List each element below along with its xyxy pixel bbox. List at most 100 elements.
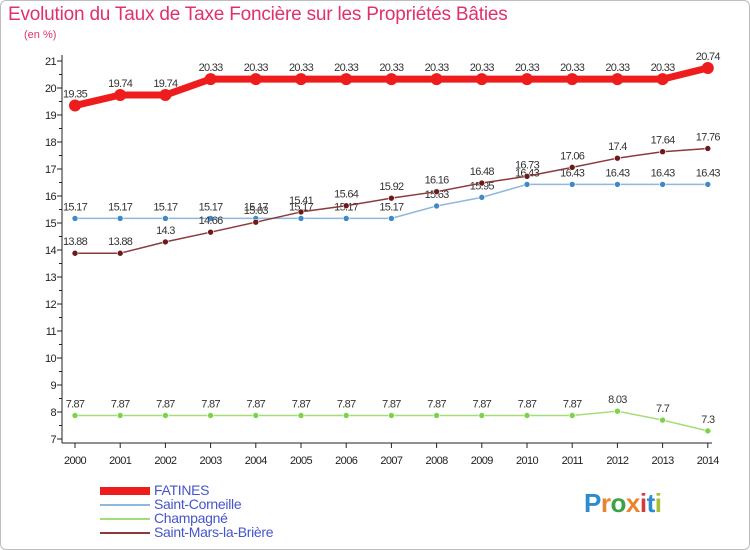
logo-letter-1: r — [600, 488, 611, 518]
data-point-saint-mars-la-briere-2013 — [659, 148, 666, 156]
logo-letter-6: i — [654, 488, 662, 518]
data-point-champagne-2004 — [252, 412, 260, 419]
data-label-saint-mars-la-briere-2001: 13.88 — [108, 236, 133, 248]
data-point-fatines-2009 — [475, 73, 488, 86]
data-point-saint-corneille-2013 — [659, 181, 666, 188]
logo-letter-3: x — [625, 488, 640, 518]
data-label-champagne-2009: 7.87 — [472, 399, 491, 411]
data-label-saint-corneille-2002: 15.17 — [153, 201, 178, 213]
data-point-fatines-2001 — [114, 89, 127, 102]
x-tick-label-2007: 2007 — [380, 455, 403, 467]
data-point-saint-mars-la-briere-2008 — [433, 188, 440, 195]
data-label-champagne-2007: 7.87 — [382, 399, 401, 411]
data-label-saint-mars-la-briere-2013: 17.64 — [651, 135, 676, 147]
data-label-saint-corneille-2000: 15.17 — [63, 201, 88, 213]
data-label-champagne-2012: 8.03 — [608, 394, 627, 406]
data-point-saint-corneille-2012 — [614, 181, 621, 188]
data-point-champagne-2012 — [614, 407, 621, 415]
y-tick-label-18: 18 — [45, 137, 57, 149]
data-point-saint-corneille-2007 — [388, 215, 395, 222]
data-point-saint-corneille-2008 — [433, 202, 440, 210]
data-point-champagne-2000 — [71, 412, 79, 419]
data-label-champagne-2011: 7.87 — [563, 399, 582, 411]
data-label-saint-corneille-2001: 15.17 — [108, 201, 133, 213]
data-label-fatines-2007: 20.33 — [379, 62, 404, 74]
data-label-saint-mars-la-briere-2006: 15.64 — [334, 189, 359, 201]
legend-label-saint-mars-la-briere: Saint-Mars-la-Brière — [154, 524, 274, 540]
data-point-saint-corneille-2010 — [523, 181, 531, 188]
data-label-saint-corneille-2011: 16.43 — [560, 167, 585, 179]
logo-letter-2: o — [610, 488, 626, 518]
x-tick-label-2005: 2005 — [290, 455, 313, 467]
legend-swatch-fatines — [100, 487, 150, 495]
data-label-saint-mars-la-briere-2004: 15.03 — [244, 205, 269, 217]
x-tick-label-2004: 2004 — [245, 455, 268, 467]
data-label-champagne-2008: 7.87 — [427, 399, 446, 411]
data-label-saint-corneille-2003: 15.17 — [199, 201, 224, 213]
data-point-fatines-2005 — [295, 73, 307, 86]
data-label-fatines-2013: 20.33 — [651, 62, 676, 74]
data-label-champagne-2010: 7.87 — [518, 399, 537, 411]
data-point-fatines-2014 — [701, 62, 714, 75]
data-label-saint-mars-la-briere-2009: 16.48 — [470, 166, 495, 178]
data-point-champagne-2003 — [207, 412, 214, 419]
data-point-saint-mars-la-briere-2006 — [342, 202, 350, 210]
data-point-champagne-2008 — [433, 412, 440, 419]
data-point-fatines-2002 — [159, 89, 172, 102]
logo-letter-0: P — [584, 488, 601, 518]
data-label-saint-mars-la-briere-2002: 14.3 — [156, 225, 175, 237]
x-tick-label-2010: 2010 — [516, 455, 539, 467]
data-point-saint-mars-la-briere-2007 — [388, 194, 395, 202]
data-label-saint-corneille-2013: 16.43 — [651, 167, 676, 179]
data-label-fatines-2000: 19.35 — [63, 89, 88, 101]
data-point-fatines-2010 — [521, 73, 533, 86]
data-label-fatines-2006: 20.33 — [334, 62, 359, 74]
x-tick-label-2008: 2008 — [426, 455, 449, 467]
data-label-fatines-2004: 20.33 — [244, 62, 269, 74]
data-point-champagne-2010 — [523, 412, 531, 419]
data-label-champagne-2000: 7.87 — [66, 399, 85, 411]
data-label-saint-mars-la-briere-2000: 13.88 — [63, 236, 88, 248]
data-point-saint-mars-la-briere-2014 — [704, 145, 712, 152]
data-point-saint-mars-la-briere-2000 — [71, 249, 79, 257]
data-label-saint-mars-la-briere-2010: 16.73 — [515, 159, 540, 171]
data-label-saint-mars-la-briere-2003: 14.66 — [199, 215, 224, 227]
data-point-fatines-2013 — [656, 73, 669, 86]
y-tick-label-21: 21 — [45, 56, 57, 68]
y-tick-label-14: 14 — [45, 245, 57, 257]
legend-swatch-champagne — [100, 518, 150, 520]
data-label-champagne-2001: 7.87 — [111, 399, 130, 411]
y-tick-label-20: 20 — [45, 83, 57, 95]
data-point-champagne-2014 — [704, 427, 712, 435]
data-label-saint-corneille-2004: 15.17 — [244, 201, 269, 213]
data-label-saint-mars-la-briere-2012: 17.4 — [608, 141, 627, 153]
data-point-fatines-2007 — [385, 73, 398, 86]
x-tick-label-2009: 2009 — [471, 455, 494, 467]
y-tick-label-16: 16 — [45, 191, 57, 203]
y-tick-label-11: 11 — [46, 326, 57, 338]
x-tick-label-2014: 2014 — [697, 455, 720, 467]
data-point-saint-corneille-2014 — [704, 181, 712, 188]
logo-letter-4: i — [639, 488, 647, 518]
data-point-champagne-2011 — [568, 412, 576, 419]
y-tick-label-17: 17 — [45, 164, 57, 176]
data-label-saint-mars-la-briere-2014: 17.76 — [696, 131, 721, 143]
x-tick-label-2006: 2006 — [335, 455, 358, 467]
data-point-champagne-2005 — [297, 412, 305, 419]
data-label-saint-mars-la-briere-2008: 16.16 — [425, 175, 450, 187]
data-label-fatines-2011: 20.33 — [560, 62, 585, 74]
data-point-saint-mars-la-briere-2005 — [297, 208, 305, 216]
y-tick-label-13: 13 — [45, 272, 57, 284]
data-point-fatines-2012 — [611, 73, 624, 86]
data-label-fatines-2002: 19.74 — [153, 78, 178, 90]
x-tick-label-2012: 2012 — [606, 455, 629, 467]
data-label-fatines-2003: 20.33 — [199, 62, 224, 74]
data-label-champagne-2002: 7.87 — [156, 399, 175, 411]
data-point-fatines-2004 — [249, 73, 262, 86]
data-point-saint-corneille-2009 — [478, 194, 486, 201]
data-label-champagne-2005: 7.87 — [292, 399, 311, 411]
data-label-saint-mars-la-briere-2005: 15.41 — [289, 195, 314, 207]
legend-label-saint-corneille: Saint-Corneille — [154, 496, 242, 512]
x-tick-label-2011: 2011 — [562, 455, 584, 467]
y-tick-label-7: 7 — [50, 434, 56, 446]
